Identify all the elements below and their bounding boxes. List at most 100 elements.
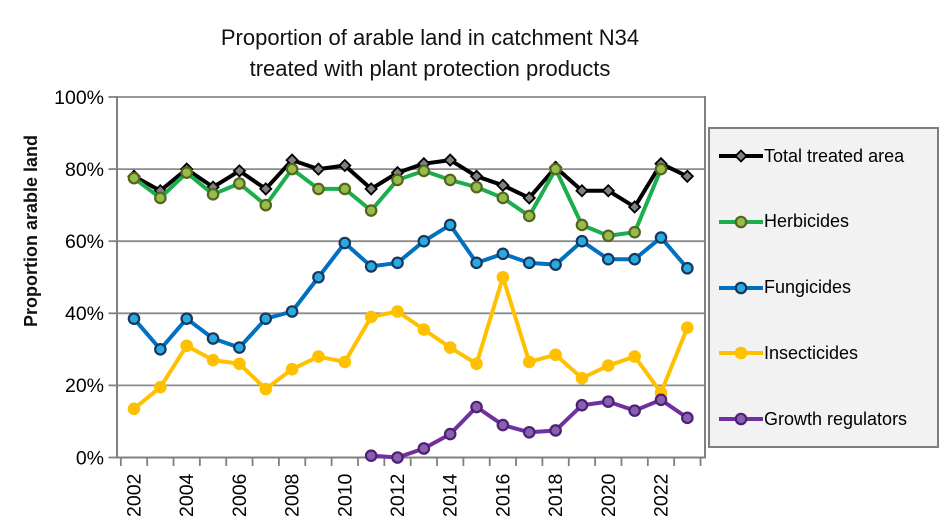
data-point-growth-regulators — [522, 425, 536, 439]
data-point-herbicides — [654, 162, 668, 176]
data-point-fungicides — [601, 252, 615, 266]
data-point-insecticides — [364, 310, 378, 324]
data-point-insecticides — [417, 323, 431, 336]
data-point-insecticides — [496, 270, 510, 284]
data-point-total-treated-area — [232, 164, 247, 178]
data-point-herbicides — [364, 204, 378, 217]
data-point-growth-regulators — [601, 395, 615, 408]
data-point-insecticides — [259, 382, 273, 396]
data-point-insecticides — [601, 359, 615, 372]
data-point-total-treated-area — [627, 200, 642, 214]
x-tick-label: 2004 — [176, 473, 198, 517]
legend-marker — [734, 149, 748, 163]
data-point-growth-regulators — [496, 418, 510, 432]
data-point-herbicides — [391, 173, 404, 187]
data-point-total-treated-area — [522, 191, 537, 205]
legend-label: Herbicides — [764, 211, 850, 232]
data-point-fungicides — [233, 341, 246, 354]
data-point-total-treated-area — [285, 153, 299, 167]
data-point-herbicides — [601, 229, 615, 243]
data-point-fungicides — [391, 256, 404, 270]
data-point-herbicides — [154, 191, 167, 205]
legend-label: Growth regulators — [764, 408, 908, 429]
x-tick-label: 2020 — [598, 473, 620, 517]
series-insecticides — [127, 270, 694, 416]
data-point-insecticides — [338, 355, 352, 369]
data-point-fungicides — [549, 258, 562, 271]
legend-label: Fungicides — [764, 277, 852, 297]
x-tick-label: 2018 — [545, 474, 567, 517]
data-point-insecticides — [470, 357, 483, 371]
y-tick-label: 60% — [65, 231, 104, 253]
y-tick-label: 40% — [65, 303, 104, 325]
data-point-insecticides — [522, 355, 536, 369]
data-point-insecticides — [206, 353, 220, 367]
data-point-herbicides — [417, 164, 431, 178]
series-growth-regulators — [364, 393, 694, 464]
data-point-herbicides — [522, 209, 536, 223]
legend-line-sample — [719, 346, 763, 360]
legend-label: Total treated area — [764, 145, 905, 166]
data-point-herbicides — [496, 191, 510, 205]
legend-marker — [734, 281, 748, 294]
data-point-growth-regulators — [443, 427, 457, 441]
chart-legend: Total treated area Herbicides Fungicides… — [708, 127, 939, 448]
legend-line-sample — [719, 149, 763, 163]
data-point-total-treated-area — [364, 182, 378, 196]
data-point-total-treated-area — [575, 183, 589, 198]
legend-item-total-treated-area: Total treated area — [718, 145, 933, 167]
data-point-fungicides — [443, 218, 457, 232]
data-point-fungicides — [364, 260, 378, 273]
data-point-fungicides — [285, 305, 299, 318]
data-point-insecticides — [180, 339, 193, 353]
data-point-insecticides — [628, 350, 641, 363]
series-total-treated-area — [127, 153, 695, 214]
data-point-total-treated-area — [443, 153, 457, 167]
data-point-herbicides — [575, 218, 589, 232]
data-point-fungicides — [338, 236, 352, 250]
y-tick-label: 20% — [65, 375, 104, 397]
x-tick-label: 2012 — [387, 474, 409, 517]
series-fungicides — [127, 218, 694, 356]
data-point-insecticides — [681, 321, 694, 335]
data-point-insecticides — [233, 357, 246, 371]
data-point-total-treated-area — [311, 162, 326, 176]
data-point-growth-regulators — [417, 442, 431, 455]
data-point-herbicides — [338, 182, 352, 196]
data-point-fungicides — [127, 312, 141, 326]
x-tick-label: 2014 — [440, 473, 462, 517]
chart-title-line1: Proportion of arable land in catchment N… — [220, 25, 640, 50]
data-point-total-treated-area — [469, 169, 484, 184]
data-point-fungicides — [206, 332, 220, 345]
data-point-total-treated-area — [258, 182, 273, 196]
y-tick-label: 100% — [54, 87, 104, 109]
legend-marker — [734, 215, 748, 229]
legend-item-growth-regulators: Growth regulators — [718, 408, 933, 430]
data-point-total-treated-area — [338, 158, 352, 173]
x-tick-label: 2016 — [492, 474, 514, 517]
legend-item-fungicides: Fungicides — [718, 277, 933, 299]
x-tick-label: 2010 — [334, 473, 356, 517]
legend-line-sample — [719, 412, 763, 426]
data-point-herbicides — [470, 180, 483, 194]
legend-line-sample — [719, 215, 763, 229]
data-point-insecticides — [443, 341, 457, 354]
data-point-growth-regulators — [575, 398, 589, 412]
data-point-fungicides — [575, 234, 589, 248]
data-point-growth-regulators — [628, 404, 641, 417]
legend-marker — [734, 346, 748, 360]
series-line-fungicides — [132, 222, 690, 352]
data-point-herbicides — [180, 166, 193, 180]
y-tick-label: 80% — [65, 159, 104, 181]
legend-item-herbicides: Herbicides — [718, 211, 933, 233]
chart-title-line2: treated with plant protection products — [249, 56, 611, 81]
data-point-insecticides — [154, 380, 167, 394]
data-point-insecticides — [391, 305, 404, 318]
data-point-insecticides — [312, 350, 325, 363]
data-point-fungicides — [628, 252, 641, 266]
data-point-fungicides — [496, 247, 510, 261]
data-point-total-treated-area — [601, 183, 616, 198]
data-point-growth-regulators — [681, 411, 694, 425]
data-point-growth-regulators — [470, 400, 483, 414]
